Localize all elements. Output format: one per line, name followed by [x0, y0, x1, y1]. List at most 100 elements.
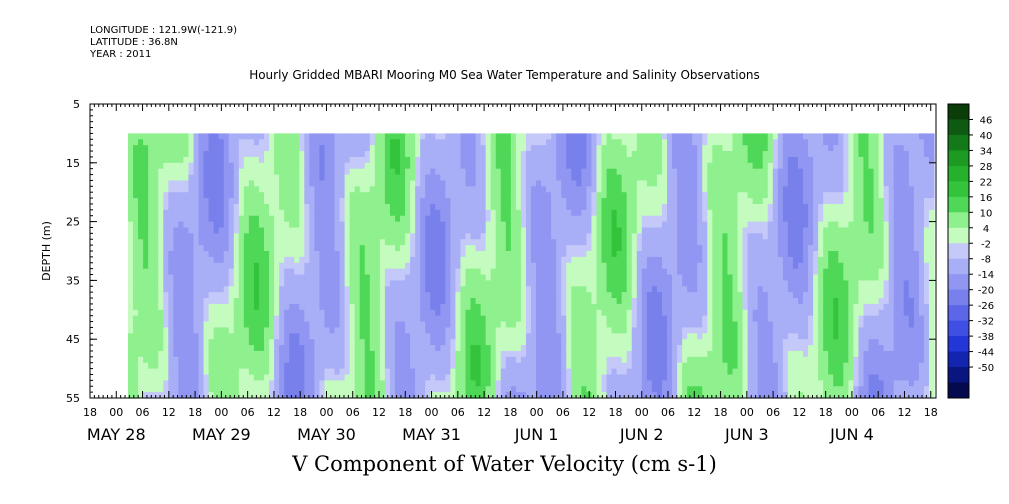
- heatmap-cell: [571, 180, 577, 187]
- heatmap-cell: [435, 203, 441, 211]
- heatmap-cell: [279, 192, 285, 199]
- heatmap-cell: [561, 245, 567, 252]
- heatmap-cell: [339, 268, 346, 276]
- heatmap-cell: [168, 333, 174, 340]
- heatmap-cell: [425, 215, 431, 223]
- heatmap-cell: [490, 227, 497, 234]
- heatmap-cell: [510, 345, 517, 352]
- heatmap-cell: [168, 292, 174, 299]
- heatmap-cell: [541, 362, 547, 370]
- heatmap-cell: [128, 203, 134, 211]
- heatmap-cell: [374, 156, 381, 164]
- heatmap-cell: [253, 233, 260, 240]
- heatmap-cell: [218, 245, 225, 252]
- heatmap-cell: [314, 174, 321, 182]
- heatmap-cell: [168, 203, 174, 211]
- heatmap-cell: [274, 192, 280, 199]
- heatmap-cell: [148, 215, 154, 223]
- heatmap-cell: [349, 327, 356, 334]
- heatmap-cell: [551, 162, 557, 170]
- heatmap-cell: [561, 374, 567, 381]
- heatmap-cell: [294, 321, 300, 329]
- heatmap-cell: [672, 315, 678, 323]
- heatmap-cell: [445, 139, 451, 146]
- heatmap-cell: [304, 168, 310, 176]
- heatmap-cell: [294, 392, 300, 399]
- heatmap-cell: [394, 280, 401, 287]
- heatmap-cell: [400, 356, 406, 364]
- heatmap-cell: [379, 292, 386, 299]
- heatmap-cell: [354, 168, 361, 176]
- heatmap-cell: [289, 209, 295, 217]
- heatmap-cell: [495, 356, 502, 364]
- heatmap-cell: [656, 256, 663, 264]
- heatmap-cell: [389, 203, 396, 211]
- heatmap-cell: [153, 156, 159, 164]
- heatmap-cell: [339, 133, 346, 140]
- heatmap-cell: [641, 392, 648, 399]
- heatmap-cell: [480, 321, 487, 329]
- heatmap-cell: [379, 233, 386, 240]
- heatmap-cell: [389, 274, 396, 281]
- heatmap-cell: [168, 145, 174, 152]
- heatmap-cell: [248, 156, 255, 164]
- heatmap-cell: [667, 380, 673, 387]
- heatmap-cell: [636, 392, 643, 399]
- heatmap-cell: [238, 286, 245, 293]
- heatmap-cell: [138, 392, 144, 399]
- heatmap-cell: [269, 380, 275, 387]
- heatmap-cell: [505, 221, 512, 229]
- heatmap-cell: [500, 245, 507, 252]
- heatmap-cell: [566, 356, 572, 364]
- heatmap-cell: [576, 180, 582, 187]
- heatmap-cell: [541, 192, 547, 199]
- heatmap-cell: [591, 368, 598, 376]
- heatmap-cell: [208, 386, 215, 393]
- heatmap-cell: [359, 368, 366, 376]
- heatmap-cell: [586, 280, 593, 287]
- heatmap-cell: [253, 174, 260, 182]
- heatmap-cell: [450, 256, 457, 264]
- heatmap-cell: [188, 203, 195, 211]
- heatmap-cell: [374, 339, 381, 346]
- heatmap-cell: [128, 362, 134, 370]
- heatmap-cell: [485, 303, 492, 311]
- heatmap-cell: [646, 333, 653, 340]
- heatmap-cell: [682, 227, 688, 234]
- heatmap-cell: [667, 180, 673, 187]
- heatmap-cell: [520, 345, 527, 352]
- heatmap-cell: [415, 274, 421, 281]
- heatmap-cell: [551, 380, 557, 387]
- heatmap-cell: [400, 192, 406, 199]
- heatmap-cell: [274, 362, 280, 370]
- heatmap-cell: [536, 215, 542, 223]
- heatmap-cell: [158, 209, 164, 217]
- heatmap-cell: [183, 186, 190, 193]
- heatmap-cell: [133, 145, 139, 152]
- heatmap-cell: [163, 203, 169, 211]
- heatmap-cell: [425, 156, 431, 164]
- heatmap-cell: [153, 162, 159, 170]
- heatmap-cell: [374, 345, 381, 352]
- heatmap-cell: [279, 374, 285, 381]
- heatmap-cell: [324, 227, 331, 234]
- heatmap-cell: [374, 392, 381, 399]
- heatmap-cell: [520, 303, 527, 311]
- heatmap-cell: [641, 362, 648, 370]
- heatmap-cell: [304, 374, 310, 381]
- heatmap-cell: [546, 251, 552, 258]
- heatmap-cell: [364, 309, 371, 317]
- heatmap-cell: [475, 221, 482, 229]
- heatmap-cell: [561, 392, 567, 399]
- heatmap-cell: [329, 386, 336, 393]
- heatmap-cell: [505, 256, 512, 264]
- heatmap-cell: [369, 321, 376, 329]
- heatmap-cell: [183, 256, 190, 264]
- heatmap-cell: [430, 215, 436, 223]
- heatmap-cell: [248, 286, 255, 293]
- heatmap-cell: [576, 327, 582, 334]
- heatmap-cell: [450, 139, 457, 146]
- heatmap-cell: [581, 186, 588, 193]
- heatmap-cell: [551, 174, 557, 182]
- heatmap-cell: [394, 356, 401, 364]
